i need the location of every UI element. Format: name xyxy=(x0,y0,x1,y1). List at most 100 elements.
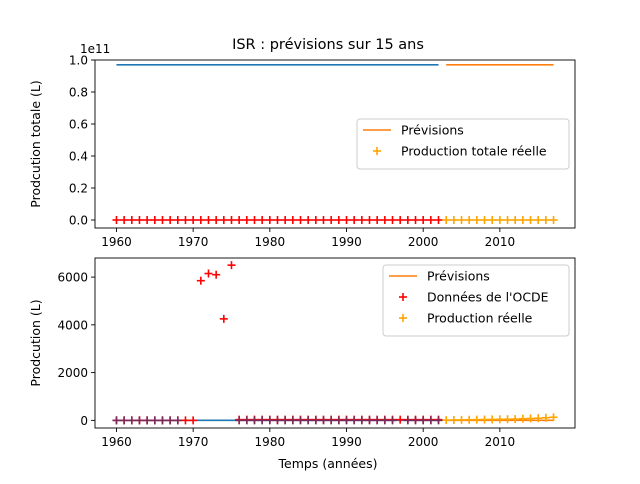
data-point xyxy=(120,216,129,224)
y-axis-label: Prodcution totale (L) xyxy=(28,80,43,207)
plot-frame xyxy=(94,257,576,429)
overlay-data-point xyxy=(143,416,152,425)
data-point xyxy=(419,216,428,224)
x-tick-label: 1960 xyxy=(101,435,132,449)
y-tick-label: 0.4 xyxy=(69,150,88,164)
y-tick-label: 2000 xyxy=(57,366,88,380)
x-tick-label: 2000 xyxy=(408,235,439,249)
overlay-data-point xyxy=(388,416,397,425)
overlay-data-point xyxy=(150,416,159,425)
legend-box xyxy=(356,118,570,170)
data-point xyxy=(426,216,435,224)
data-point xyxy=(449,416,458,425)
data-point xyxy=(503,415,512,424)
data-point xyxy=(219,314,228,323)
data-point xyxy=(503,216,512,224)
overlay-data-point xyxy=(426,416,435,425)
data-point xyxy=(281,216,290,224)
data-point xyxy=(480,216,489,224)
data-point xyxy=(357,216,366,224)
x-tick-label: 1970 xyxy=(178,435,209,449)
overlay-data-point xyxy=(327,416,336,425)
data-point xyxy=(265,216,274,224)
data-point xyxy=(511,216,520,224)
data-point xyxy=(112,216,121,224)
data-point xyxy=(204,269,213,278)
data-point xyxy=(396,415,405,424)
legend-label: Production réelle xyxy=(427,311,533,326)
legend-plus-swatch xyxy=(399,293,407,301)
data-point xyxy=(204,216,213,224)
data-point xyxy=(449,216,458,224)
data-point xyxy=(442,416,451,425)
data-point xyxy=(181,416,190,425)
data-point xyxy=(373,216,382,224)
overlay-data-point xyxy=(173,416,182,425)
data-point xyxy=(127,216,136,224)
x-tick-label: 1990 xyxy=(331,435,362,449)
overlay-data-point xyxy=(112,416,121,425)
data-point xyxy=(534,216,543,224)
overlay-data-point xyxy=(258,416,267,425)
overlay-data-point xyxy=(158,416,167,425)
data-point xyxy=(235,216,244,224)
overlay-data-point xyxy=(127,416,136,425)
overlay-data-point xyxy=(411,416,420,425)
legend-label: Prévisions xyxy=(427,269,490,284)
data-point xyxy=(219,216,228,224)
data-point xyxy=(342,216,351,224)
data-point xyxy=(541,413,550,422)
overlay-data-point xyxy=(304,416,313,425)
overlay-data-point xyxy=(273,416,282,425)
overlay-data-point xyxy=(235,416,244,425)
legend: Prévisions Données de l'OCDE Production ré… xyxy=(382,264,570,337)
data-point xyxy=(242,216,251,224)
data-point xyxy=(549,216,558,224)
y-tick-label: 0.6 xyxy=(69,118,88,132)
legend-plus-swatch xyxy=(373,147,381,155)
x-tick-label: 1990 xyxy=(331,235,362,249)
data-point xyxy=(457,415,466,424)
data-point xyxy=(488,216,497,224)
data-point xyxy=(434,216,443,224)
data-point xyxy=(288,216,297,224)
data-point xyxy=(212,216,221,224)
overlay-data-point xyxy=(380,416,389,425)
chart-title: ISR : prévisions sur 15 ans xyxy=(232,37,424,53)
data-point xyxy=(442,216,451,224)
data-point xyxy=(495,415,504,424)
data-point xyxy=(258,216,267,224)
data-point xyxy=(196,216,205,224)
data-point xyxy=(465,415,474,424)
data-point xyxy=(495,216,504,224)
overlay-data-point xyxy=(250,416,259,425)
data-point xyxy=(350,216,359,224)
overlay-data-point xyxy=(365,416,374,425)
data-point xyxy=(250,216,259,224)
overlay-data-point xyxy=(357,416,366,425)
y-tick-label: 6000 xyxy=(57,271,88,285)
data-point xyxy=(518,414,527,423)
x-tick-label: 1980 xyxy=(255,235,286,249)
x-tick-label: 2000 xyxy=(408,435,439,449)
y-offset-multiplier: 1e11 xyxy=(80,42,110,56)
data-point xyxy=(181,216,190,224)
data-point xyxy=(189,416,198,425)
x-tick-label: 2010 xyxy=(485,435,516,449)
overlay-data-point xyxy=(265,416,274,425)
overlay-data-point xyxy=(434,416,443,425)
legend: Prévisions Production totale réelle xyxy=(356,118,570,170)
data-point xyxy=(541,216,550,224)
data-point xyxy=(212,270,221,279)
subplot-1: 1960 1970 1980 1990 2000 2010 0.0 0.2 0.4 0.6 0.8 1… xyxy=(28,42,576,249)
y-tick-label: 0.2 xyxy=(69,182,88,196)
data-point xyxy=(227,261,236,270)
x-tick-label: 1970 xyxy=(178,235,209,249)
plot-data xyxy=(112,261,558,425)
plot-frame xyxy=(94,59,576,229)
data-point xyxy=(518,216,527,224)
overlay-data-point xyxy=(319,416,328,425)
overlay-data-point xyxy=(166,416,175,425)
legend-label: Données de l'OCDE xyxy=(427,290,549,305)
overlay-data-point xyxy=(373,416,382,425)
